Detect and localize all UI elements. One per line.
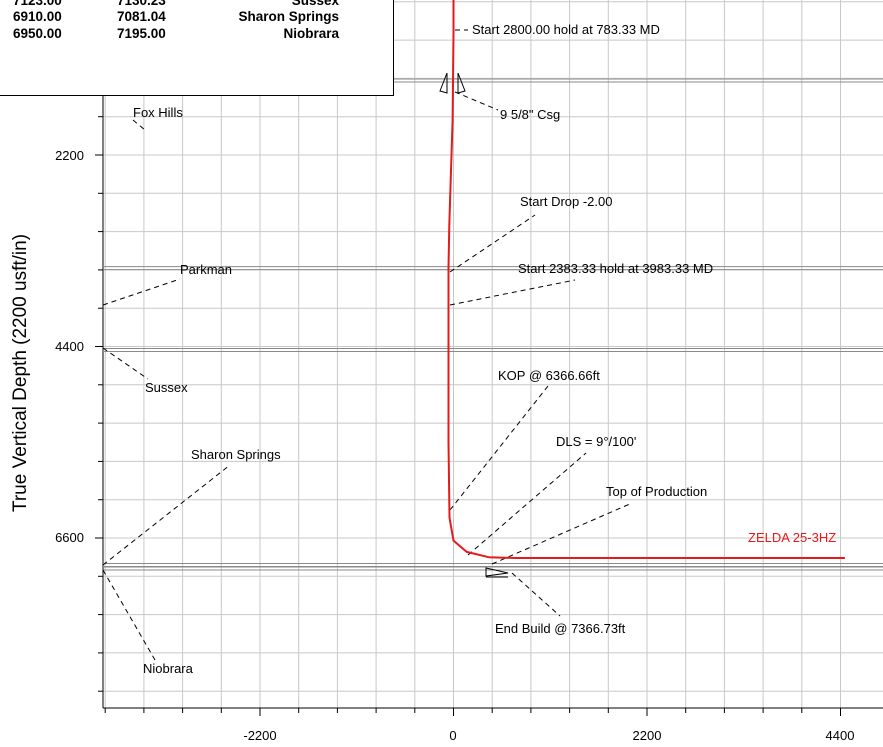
annotation-start-hold-2383: Start 2383.33 hold at 3983.33 MD <box>518 261 713 276</box>
leader-dls <box>467 452 587 556</box>
formation-md: 7081.04 <box>117 9 166 24</box>
y-axis-label: True Vertical Depth (2200 usft/in) <box>10 234 31 512</box>
annotation-leaders <box>102 29 633 661</box>
annotation-start-hold-2800: Start 2800.00 hold at 783.33 MD <box>472 22 660 37</box>
formation-tvd: 6950.00 <box>13 26 62 41</box>
leader-start-drop <box>449 214 536 273</box>
grid <box>103 0 883 708</box>
annotation-top-of-production: Top of Production <box>606 484 707 499</box>
annotation-start-drop: Start Drop -2.00 <box>520 194 613 209</box>
axes <box>95 0 883 716</box>
formation-md: 7130.23 <box>117 0 166 8</box>
formation-name: Niobrara <box>283 26 339 41</box>
formation-table: 7123.00 7130.23 Sussex 6910.00 7081.04 S… <box>0 0 394 96</box>
x-tick-label: 0 <box>449 728 456 743</box>
leader-casing <box>454 91 499 111</box>
series-layer <box>447 0 845 559</box>
well-label: ZELDA 25-3HZ <box>748 530 836 545</box>
formation-name: Sussex <box>291 0 339 8</box>
leader-sharon-springs <box>102 464 231 566</box>
annotation-kop: KOP @ 6366.66ft <box>498 368 600 383</box>
series-line-well-path <box>447 0 845 559</box>
formation-label-niobrara: Niobrara <box>143 661 194 676</box>
y-tick-label: 4400 <box>55 339 84 354</box>
end-build-marker <box>485 567 509 578</box>
x-tick-label: 4400 <box>826 728 855 743</box>
x-tick-label: -2200 <box>243 728 276 743</box>
annotation-casing: 9 5/8" Csg <box>500 107 560 122</box>
formation-md: 7195.00 <box>117 26 166 41</box>
y-tick-label: 2200 <box>55 148 84 163</box>
leader-top-of-production <box>491 502 633 565</box>
formation-label-sussex: Sussex <box>145 380 188 395</box>
formation-label-sharon-springs: Sharon Springs <box>191 447 281 462</box>
formation-tvd: 7123.00 <box>13 0 62 8</box>
leader-kop <box>449 385 549 511</box>
formation-name: Sharon Springs <box>238 9 339 24</box>
formation-tvd: 6910.00 <box>13 9 62 24</box>
leader-parkman <box>102 278 181 306</box>
leader-fox-hills <box>132 119 146 131</box>
casing-shoe-marker <box>439 72 466 94</box>
y-tick-label: 6600 <box>55 530 84 545</box>
annotation-dls: DLS = 9°/100' <box>556 434 636 449</box>
x-tick-label: 2200 <box>633 728 662 743</box>
annotation-end-build: End Build @ 7366.73ft <box>495 621 626 636</box>
formation-lines <box>103 78 883 571</box>
formation-label-parkman: Parkman <box>180 262 232 277</box>
leader-end-build <box>511 572 561 617</box>
leader-sussex <box>102 347 149 380</box>
leader-start-hold-2383 <box>449 279 576 306</box>
formation-label-fox-hills: Fox Hills <box>133 105 183 120</box>
